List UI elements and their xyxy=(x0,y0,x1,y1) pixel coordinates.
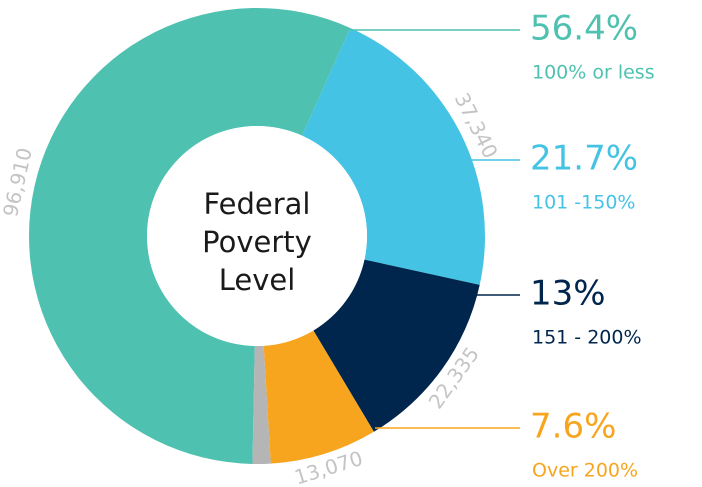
category-label: 101 -150% xyxy=(532,192,635,214)
percent-label: 21.7% xyxy=(530,139,638,179)
donut-slice xyxy=(313,259,480,432)
donut-slice xyxy=(252,345,271,464)
percent-label: 56.4% xyxy=(530,9,638,49)
center-label: Poverty xyxy=(202,225,312,259)
category-label: 100% or less xyxy=(532,62,655,84)
category-label: Over 200% xyxy=(532,460,638,482)
center-label: Level xyxy=(219,263,296,297)
center-label: Federal xyxy=(204,187,311,221)
donut-hole xyxy=(147,126,367,346)
donut-slice xyxy=(302,27,485,285)
donut-slice xyxy=(263,330,374,464)
category-label: 151 - 200% xyxy=(532,327,642,349)
percent-label: 13% xyxy=(530,274,606,314)
percent-label: 7.6% xyxy=(530,407,616,447)
donut-slice xyxy=(29,8,351,464)
